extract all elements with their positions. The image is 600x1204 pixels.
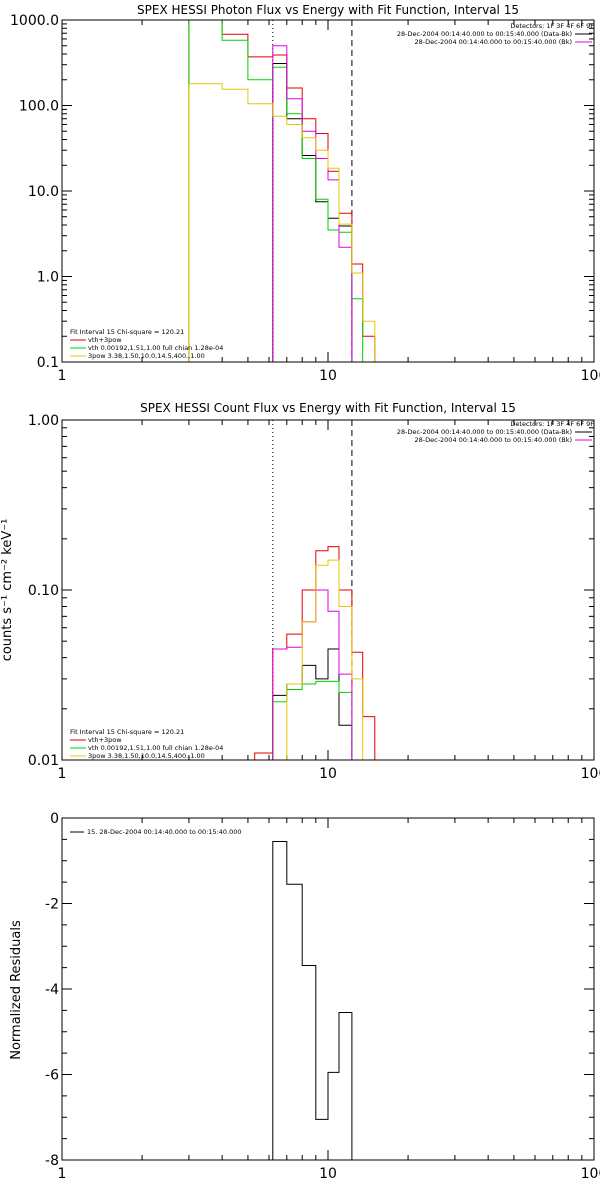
- count-flux-panel: SPEX HESSI Count Flux vs Energy with Fit…: [0, 401, 600, 782]
- count-legend-fit-header: Fit Interval 15 Chi-square = 120.21: [70, 728, 184, 736]
- count-legend-3pow: 3pow 3.38,1.50,10.0,14.5,400.,1.00: [88, 752, 205, 760]
- photon-x-tick-label: 10: [319, 368, 337, 384]
- residuals-x-tick-label: 1: [58, 1166, 67, 1182]
- photon-legend-3pow: 3pow 3.38,1.50,10.0,14.5,400.,1.00: [88, 352, 205, 360]
- residuals-series-0-histogram: [272, 841, 353, 1160]
- residuals-plot-frame: [61, 817, 595, 1161]
- photon-panel-title: SPEX HESSI Photon Flux vs Energy with Fi…: [137, 3, 519, 17]
- photon-x-tick-label: 1: [58, 368, 67, 384]
- count-legend-vth: vth 0.00192,1.51,1.00 full chian 1.28e-0…: [88, 744, 223, 752]
- count-series-4-histogram: [286, 559, 364, 760]
- count-x-tick-label: 10: [319, 766, 337, 782]
- photon-legend-data-bk: 28-Dec-2004 00:14:40.000 to 00:15:40.000…: [397, 30, 572, 38]
- residuals-y-tick-label: -6: [45, 1068, 59, 1084]
- count-legend-data-bk: 28-Dec-2004 00:14:40.000 to 00:15:40.000…: [397, 428, 572, 436]
- photon-flux-panel: SPEX HESSI Photon Flux vs Energy with Fi…: [10, 3, 600, 384]
- photon-series-3-histogram: [272, 45, 353, 362]
- count-series-3-histogram: [272, 589, 353, 760]
- residuals-y-tick-label: -4: [45, 982, 59, 998]
- residuals-x-tick-label: 10: [319, 1166, 337, 1182]
- photon-x-tick-label: 100: [581, 368, 600, 384]
- count-legend-bk: 28-Dec-2004 00:14:40.000 to 00:15:40.000…: [415, 436, 573, 444]
- residuals-x-tick-label: 100: [581, 1166, 600, 1182]
- photon-y-tick-label: 100.0: [19, 99, 59, 115]
- photon-y-tick-label: 1.0: [37, 270, 59, 286]
- photon-legend-detectors: Detectors: 1F 3F 4F 6F 9F: [510, 22, 594, 30]
- photon-y-tick-label: 0.1: [37, 355, 59, 371]
- count-legend-top: Detectors: 1F 3F 4F 6F 9F 28-Dec-2004 00…: [397, 420, 594, 444]
- count-legend-vth3pow: vth+3pow: [88, 736, 122, 744]
- photon-y-tick-label: 10.0: [28, 184, 59, 200]
- count-x-tick-label: 100: [581, 766, 600, 782]
- count-legend-bottom: Fit Interval 15 Chi-square = 120.21 vth+…: [70, 728, 223, 760]
- count-x-tick-label: 1: [58, 766, 67, 782]
- count-plot-frame: [61, 419, 595, 761]
- residuals-panel-ylabel: Normalized Residuals: [9, 920, 24, 1060]
- photon-legend-top: Detectors: 1F 3F 4F 6F 9F 28-Dec-2004 00…: [397, 22, 594, 46]
- count-panel-ylabel: counts s⁻¹ cm⁻² keV⁻¹: [0, 519, 15, 662]
- count-legend-detectors: Detectors: 1F 3F 4F 6F 9F: [510, 420, 594, 428]
- photon-legend-vth3pow: vth+3pow: [88, 336, 122, 344]
- photon-legend-fit-header: Fit Interval 15 Chi-square = 120.21: [70, 328, 184, 336]
- count-panel-title: SPEX HESSI Count Flux vs Energy with Fit…: [140, 401, 516, 415]
- photon-series-2-histogram: [188, 19, 364, 362]
- count-y-tick-label: 1.00: [28, 413, 59, 429]
- residuals-legend-label: 15. 28-Dec-2004 00:14:40.000 to 00:15:40…: [87, 828, 242, 836]
- photon-legend-bk: 28-Dec-2004 00:14:40.000 to 00:15:40.000…: [415, 38, 573, 46]
- residuals-y-tick-label: -8: [45, 1153, 59, 1169]
- photon-legend-vth: vth 0.00192,1.51,1.00 full chian 1.28e-0…: [88, 344, 223, 352]
- residuals-legend: 15. 28-Dec-2004 00:14:40.000 to 00:15:40…: [70, 828, 242, 836]
- photon-series-1-histogram: [188, 19, 376, 362]
- count-y-tick-label: 0.10: [28, 583, 59, 599]
- count-series-0-histogram: [272, 648, 353, 760]
- photon-plot-frame: [61, 19, 595, 363]
- residuals-y-tick-label: 0: [50, 811, 59, 827]
- count-y-tick-label: 0.01: [28, 753, 59, 769]
- photon-legend-bottom: Fit Interval 15 Chi-square = 120.21 vth+…: [70, 328, 223, 360]
- count-series-2-histogram: [272, 680, 353, 760]
- residuals-panel: Normalized Residuals -8 -6 -4 -2 0 1 10 100 15…: [9, 811, 600, 1182]
- photon-y-tick-label: 1000.0: [10, 13, 59, 29]
- photon-series-4-histogram: [188, 83, 376, 362]
- residuals-y-tick-label: -2: [45, 897, 59, 913]
